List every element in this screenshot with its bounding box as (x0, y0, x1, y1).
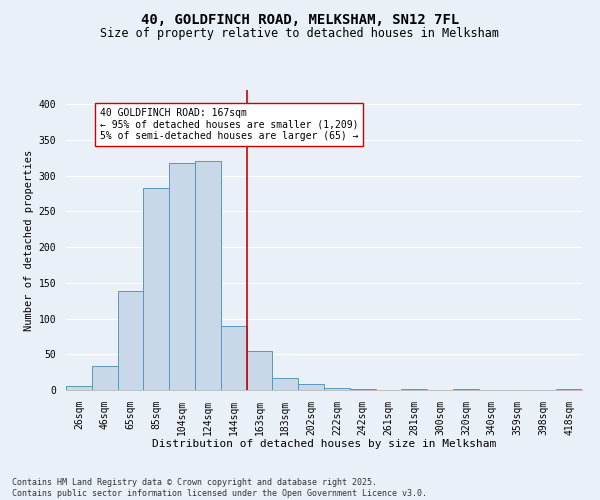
Y-axis label: Number of detached properties: Number of detached properties (25, 150, 34, 330)
Bar (195, 162, 221, 390)
Bar (298, 384, 324, 390)
Bar (272, 378, 298, 390)
Text: 40, GOLDFINCH ROAD, MELKSHAM, SN12 7FL: 40, GOLDFINCH ROAD, MELKSHAM, SN12 7FL (141, 12, 459, 26)
Bar (247, 350, 272, 390)
Bar (118, 292, 143, 390)
Bar (66, 386, 92, 390)
Bar (92, 366, 118, 390)
Text: 40 GOLDFINCH ROAD: 167sqm
← 95% of detached houses are smaller (1,209)
5% of sem: 40 GOLDFINCH ROAD: 167sqm ← 95% of detac… (100, 108, 358, 141)
X-axis label: Distribution of detached houses by size in Melksham: Distribution of detached houses by size … (152, 439, 496, 449)
Bar (169, 163, 195, 390)
Bar (324, 388, 350, 390)
Bar (221, 326, 247, 390)
Text: Contains HM Land Registry data © Crown copyright and database right 2025.
Contai: Contains HM Land Registry data © Crown c… (12, 478, 427, 498)
Bar (143, 188, 169, 390)
Text: Size of property relative to detached houses in Melksham: Size of property relative to detached ho… (101, 28, 499, 40)
